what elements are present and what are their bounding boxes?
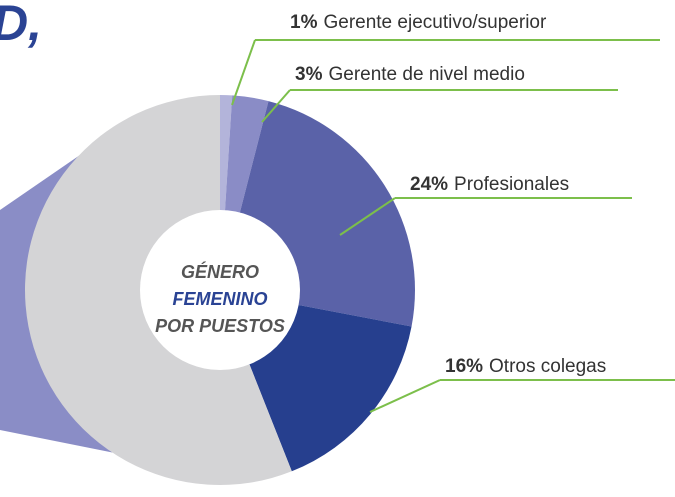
category-label: Gerente de nivel medio xyxy=(328,64,524,85)
center-text: POR PUESTOS xyxy=(155,316,285,336)
leader-line xyxy=(369,379,441,413)
center-text: FEMENINO xyxy=(172,289,267,309)
donut-hole xyxy=(140,210,300,370)
slice-label: 3% Gerente de nivel medio xyxy=(295,64,525,85)
category-label: Profesionales xyxy=(454,174,569,195)
leader-line xyxy=(231,39,256,106)
slice-label: 16% Otros colegas xyxy=(445,356,606,377)
center-text: GÉNERO xyxy=(181,261,259,282)
value-label: 24% xyxy=(410,174,448,195)
category-label: Gerente ejecutivo/superior xyxy=(323,12,547,33)
slice-label: 24% Profesionales xyxy=(410,174,569,195)
value-label: 1% xyxy=(290,12,318,33)
value-label: 16% xyxy=(445,356,483,377)
category-label: Otros colegas xyxy=(489,356,606,377)
leader-line xyxy=(339,197,396,236)
value-label: 3% xyxy=(295,64,323,85)
slice-label: 1% Gerente ejecutivo/superior xyxy=(290,12,547,33)
chart-title: D, xyxy=(0,0,42,51)
leader-line xyxy=(261,89,291,123)
